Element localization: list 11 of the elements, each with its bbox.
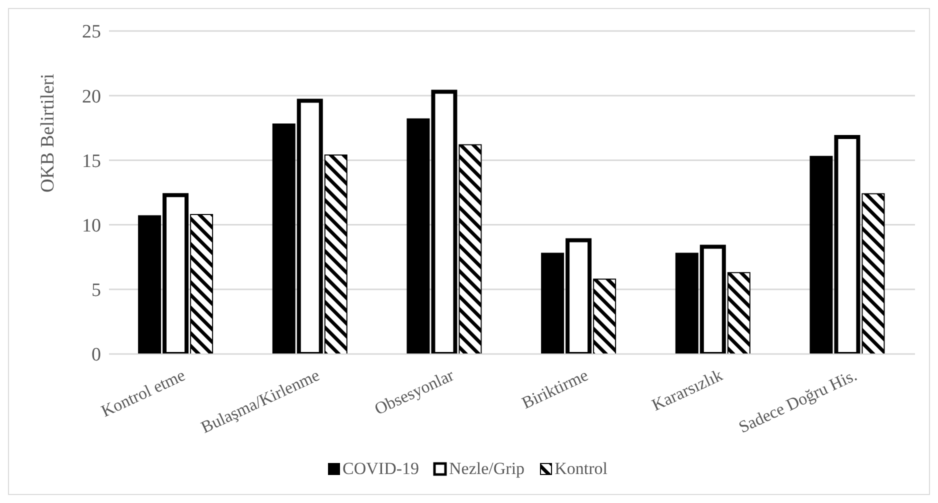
y-tick-label: 5	[92, 280, 101, 302]
y-axis-title: OKB Belirtileri	[38, 74, 59, 192]
legend-label: Kontrol	[554, 459, 608, 479]
y-tick-label: 10	[82, 216, 101, 237]
legend-label: Nezle/Grip	[448, 459, 525, 479]
legend-label: COVID-19	[342, 459, 420, 479]
y-tick-label: 0	[92, 344, 101, 366]
y-tick-label: 20	[82, 86, 101, 108]
x-tick-label: Sadece Doğru His.	[736, 365, 860, 437]
y-tick-label: 25	[82, 22, 101, 43]
y-tick-label: 15	[82, 150, 101, 172]
